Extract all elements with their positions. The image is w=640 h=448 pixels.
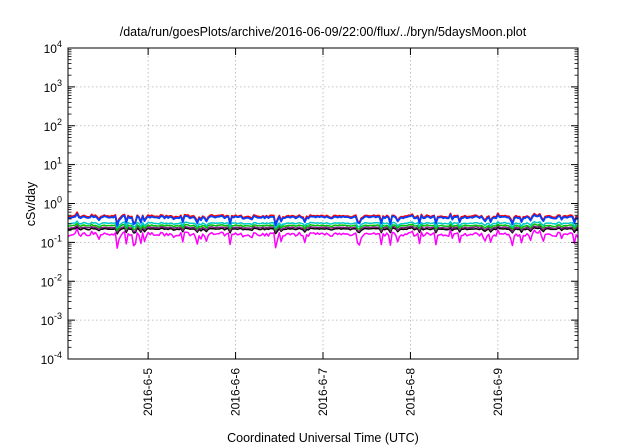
series-line bbox=[67, 227, 579, 249]
x-tick-label: 2016-6-6 bbox=[229, 368, 243, 416]
series-line bbox=[67, 226, 579, 235]
series-line bbox=[67, 213, 579, 227]
y-tick-label: 100 bbox=[44, 195, 62, 212]
y-axis-label: cSv/day bbox=[24, 181, 38, 226]
series-line bbox=[67, 222, 579, 232]
y-tick-label: 101 bbox=[44, 156, 62, 173]
series-line bbox=[67, 220, 579, 229]
chart-title: /data/run/goesPlots/archive/2016-06-09/2… bbox=[120, 25, 527, 39]
y-tick-label: 10-3 bbox=[41, 311, 62, 328]
x-tick-label: 2016-6-8 bbox=[403, 368, 417, 416]
x-tick-label: 2016-6-5 bbox=[141, 368, 155, 416]
series-line bbox=[67, 224, 579, 233]
x-axis-label: Coordinated Universal Time (UTC) bbox=[227, 431, 419, 445]
ticks-layer: 10-4 10-3 10-2 10-1 100 101 102 103 104 2016-6-5 2… bbox=[41, 39, 578, 416]
y-tick-label: 103 bbox=[44, 78, 62, 95]
y-tick-label: 104 bbox=[44, 39, 62, 56]
x-tick-label: 2016-6-7 bbox=[316, 368, 330, 416]
y-tick-label: 10-1 bbox=[41, 233, 62, 250]
y-tick-label: 102 bbox=[44, 117, 62, 134]
y-tick-label: 10-2 bbox=[41, 272, 62, 289]
grid-layer bbox=[68, 48, 578, 359]
series-layer bbox=[67, 211, 579, 249]
y-tick-label: 10-4 bbox=[41, 350, 62, 367]
x-tick-label: 2016-6-9 bbox=[491, 368, 505, 416]
